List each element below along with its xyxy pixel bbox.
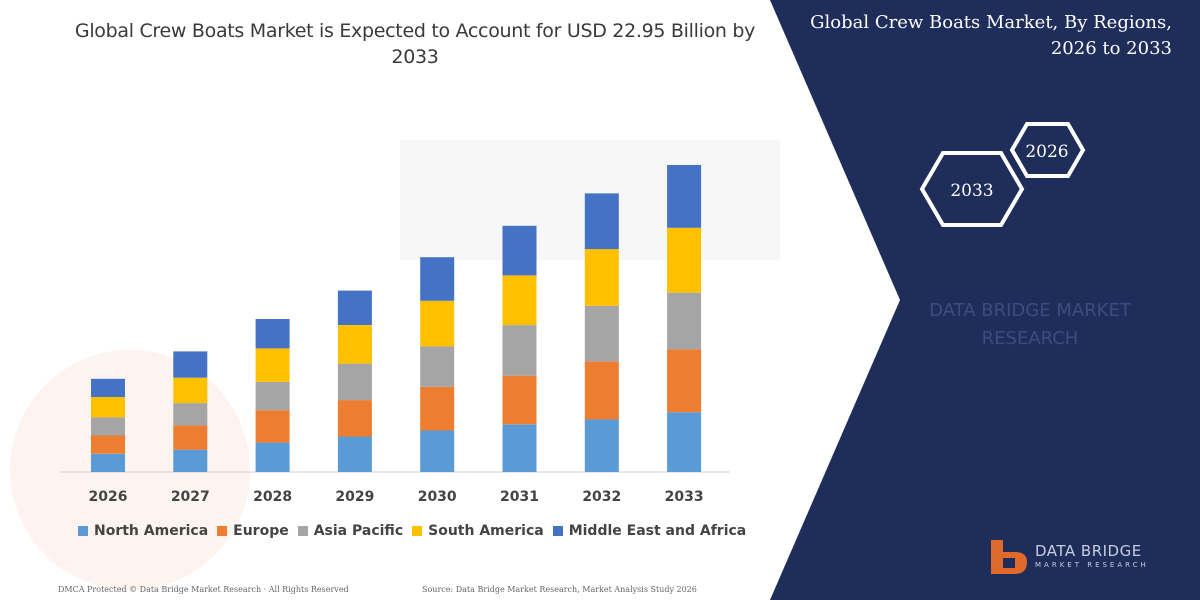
bar-segment-2026-north-america xyxy=(91,453,125,472)
x-tick-2032: 2032 xyxy=(582,489,621,505)
legend-label: North America xyxy=(94,523,209,539)
bar-segment-2033-europe xyxy=(667,349,702,413)
bar-segment-2031-europe xyxy=(502,375,537,425)
bar-segment-2028-europe xyxy=(255,410,290,443)
x-tick-2026: 2026 xyxy=(89,489,128,505)
hex-label-2026: 2026 xyxy=(1025,142,1068,162)
legend-item-europe: Europe xyxy=(217,523,289,539)
footer-source: Source: Data Bridge Market Research, Mar… xyxy=(422,585,697,594)
bar-segment-2033-asia-pacific xyxy=(667,292,702,350)
legend-swatch xyxy=(552,526,563,536)
legend-swatch xyxy=(217,526,228,536)
chart-title: Global Crew Boats Market is Expected to … xyxy=(74,20,756,68)
legend-label: Europe xyxy=(233,523,289,539)
legend-swatch xyxy=(78,526,88,536)
bar-segment-2027-middle-east-and-africa xyxy=(173,351,208,378)
legend-label: South America xyxy=(428,523,544,539)
logo-line2: MARKET RESEARCH xyxy=(1035,561,1149,569)
logo-wordmark: DATA BRIDGE MARKET RESEARCH xyxy=(1035,542,1149,569)
legend-swatch xyxy=(412,526,423,536)
bar-segment-2029-europe xyxy=(337,400,372,437)
bar-segment-2033-south-america xyxy=(667,227,702,293)
bar-segment-2030-middle-east-and-africa xyxy=(420,257,455,301)
bar-segment-2027-south-america xyxy=(173,377,208,404)
bar-segment-2033-north-america xyxy=(667,412,702,472)
logo-icon xyxy=(991,540,1027,574)
bar-segment-2029-asia-pacific xyxy=(337,363,372,401)
bar-segment-2026-asia-pacific xyxy=(91,417,125,436)
bar-segment-2026-europe xyxy=(91,435,125,454)
panel-title-line1: Global Crew Boats Market, By Regions, xyxy=(810,12,1172,33)
panel-watermark-line1: DATA BRIDGE MARKET xyxy=(929,300,1132,321)
legend-item-asia-pacific: Asia Pacific xyxy=(297,523,404,539)
bar-segment-2028-middle-east-and-africa xyxy=(255,319,290,349)
bar-segment-2028-north-america xyxy=(255,442,290,472)
logo-line1: DATA BRIDGE xyxy=(1035,542,1142,560)
x-tick-2029: 2029 xyxy=(335,489,374,505)
bar-segment-2032-middle-east-and-africa xyxy=(584,193,619,250)
legend-item-north-america: North America xyxy=(78,523,208,539)
bar-segment-2033-middle-east-and-africa xyxy=(667,165,702,228)
bar-segment-2027-asia-pacific xyxy=(173,403,208,426)
panel-title: Global Crew Boats Market, By Regions, 20… xyxy=(772,10,1172,62)
bar-segment-2030-europe xyxy=(420,386,455,431)
bar-segment-2031-asia-pacific xyxy=(502,325,537,376)
bar-segment-2028-south-america xyxy=(255,348,290,382)
hexagon-2033: 2033 xyxy=(919,151,1025,227)
x-tick-labels: 2026 2027 2028 2029 2030 2031 2032 2033 xyxy=(89,489,704,505)
panel-watermark-line2: RESEARCH xyxy=(982,328,1079,349)
chart-legend: North America Europe Asia Pacific South Ame… xyxy=(78,521,746,541)
x-tick-2033: 2033 xyxy=(665,489,704,505)
bar-segment-2026-middle-east-and-africa xyxy=(91,378,125,397)
bar-segment-2032-south-america xyxy=(584,249,619,306)
bar-segment-2030-north-america xyxy=(420,430,455,472)
legend-item-south-america: South America xyxy=(412,523,544,539)
bar-segment-2030-south-america xyxy=(420,300,455,347)
bar-segment-2029-middle-east-and-africa xyxy=(337,290,372,325)
bar-segment-2031-middle-east-and-africa xyxy=(502,225,537,276)
x-tick-2031: 2031 xyxy=(500,489,539,505)
bar-segment-2032-europe xyxy=(584,361,619,420)
bar-segment-2031-north-america xyxy=(502,424,537,472)
panel-title-line2: 2026 to 2033 xyxy=(1050,38,1172,59)
bar-segment-2026-south-america xyxy=(91,397,125,418)
bar-segment-2028-asia-pacific xyxy=(255,381,290,411)
bar-segment-2027-europe xyxy=(173,425,208,450)
legend-item-middle-east-and-africa: Middle East and Africa xyxy=(552,523,747,539)
bar-segment-2029-south-america xyxy=(337,325,372,364)
bar-segment-2031-south-america xyxy=(502,275,537,325)
hex-label-2033: 2033 xyxy=(950,181,993,201)
x-tick-2030: 2030 xyxy=(418,489,457,505)
stacked-bars xyxy=(91,165,702,472)
legend-label: Middle East and Africa xyxy=(568,523,747,539)
bar-segment-2027-north-america xyxy=(173,449,208,472)
bar-segment-2030-asia-pacific xyxy=(420,346,455,387)
bar-segment-2032-north-america xyxy=(584,419,619,472)
legend-label: Asia Pacific xyxy=(313,523,404,539)
hexagon-2026: 2026 xyxy=(1009,122,1086,178)
bar-segment-2029-north-america xyxy=(337,436,372,472)
x-tick-2027: 2027 xyxy=(171,489,210,505)
side-panel-background xyxy=(770,0,1200,600)
x-tick-2028: 2028 xyxy=(253,489,292,505)
bar-segment-2032-asia-pacific xyxy=(584,305,619,362)
footer-copyright: DMCA Protected © Data Bridge Market Rese… xyxy=(58,585,349,594)
legend-swatch xyxy=(297,526,308,536)
